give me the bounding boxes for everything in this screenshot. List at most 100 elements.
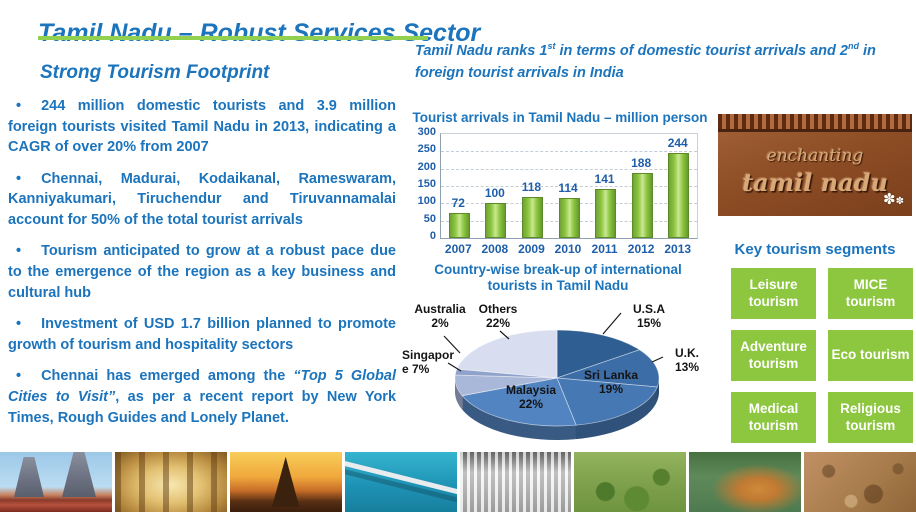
y-axis-tick-label: 200 [417,160,436,173]
segment-box-medical-tourism: Medical tourism [731,392,816,443]
x-axis-tick-label: 2007 [444,242,472,256]
bar-value-label: 114 [558,181,578,196]
section-heading: Strong Tourism Footprint [40,61,270,83]
bar-value-label: 72 [451,196,465,211]
bullet-item: • Chennai, Madurai, Kodaikanal, Rameswara… [8,169,396,231]
pie-chart: Country-wise break-up of international t… [402,262,714,448]
bullet-item: • Investment of USD 1.7 billion planned t… [8,314,396,355]
bullet-icon: • [16,243,22,260]
segment-box-leisure-tourism: Leisure tourism [731,268,816,319]
bar-chart-title: Tourist arrivals in Tamil Nadu – million… [412,110,708,125]
pie-leader-line [651,356,664,363]
bar-chart: Tourist arrivals in Tamil Nadu – million… [410,110,710,258]
bar-value-label: 141 [594,172,615,187]
text-segment: Chennai, Madurai, Kodaikanal, Rameswaram… [8,170,396,228]
pie-label-singapore: Singapore 7% [402,348,455,377]
logo-decorative-border [718,114,912,132]
bar-2012 [631,172,653,238]
text-segment: nd [847,41,859,51]
flower-icon: ✽✽ [883,191,904,208]
x-axis-tick-label: 2012 [627,242,655,256]
stone-relief-carving-photo [804,452,916,512]
pie-slice-u-s-a [556,329,641,379]
pie-leader-line [443,335,461,354]
bar-2007 [448,213,470,238]
pie-label-sri-lanka: Sri Lanka 19% [583,368,639,397]
y-axis-tick-label: 50 [423,212,436,225]
bullet-list: • 244 million domestic tourists and 3.9 m… [8,96,396,439]
pie-label-u-s-a: U.S.A 15% [632,302,665,331]
madurai-temple-towers-photo [0,452,112,512]
bar-value-label: 244 [667,136,688,151]
text-segment: Tourism anticipated to grow at a robust … [8,243,396,301]
bar-value-label: 188 [631,155,652,170]
x-axis-tick-label: 2013 [664,242,692,256]
text-segment: Investment of USD 1.7 billion planned to… [8,316,396,353]
x-axis-tick-label: 2009 [518,242,545,256]
pie-chart-title: Country-wise break-up of international t… [434,262,682,294]
pie-label-u-k-: U.K. 13% [674,346,700,375]
text-segment: , as per a recent report by New York Tim… [8,388,397,426]
bullet-item: • Tourism anticipated to grow at a robust… [8,241,396,303]
page-title: Tamil Nadu – Robust Services Sector [38,18,481,47]
logo-text-tamil-nadu: tamil nadu [742,168,888,197]
y-axis-tick-label: 250 [417,143,436,156]
pie-slice-u-k- [556,349,660,388]
bar-2010 [558,198,580,238]
pie-svg [443,312,664,440]
ranking-statement: Tamil Nadu ranks 1st in terms of domesti… [415,40,915,84]
text-segment: 244 million domestic tourists and 3.9 mi… [8,98,396,156]
x-axis-tick-label: 2008 [481,242,509,256]
text-segment: st [547,41,556,51]
text-segment: in terms of domestic tourist arrivals an… [555,42,848,59]
temple-pillar-corridor-photo [114,452,227,512]
segment-box-eco-tourism: Eco tourism [828,330,913,381]
pie-leader-line [447,362,462,372]
pie-label-malaysia: Malaysia 22% [505,383,557,412]
pie-label-australia: Australia 2% [414,302,466,331]
pamban-bridge-photo [344,452,457,512]
pie-leader-line [602,312,622,335]
bullet-item: • Chennai has emerged among the “Top 5 Gl… [8,366,396,428]
tourism-segments-grid: Leisure tourism MICE tourism Adventure tou… [731,268,913,443]
pie-label-others: Others 22% [478,302,518,331]
pie-slice-sri-lanka [556,377,658,426]
gridline [441,168,697,170]
bar-2008 [485,203,507,238]
x-axis-tick-label: 2010 [554,242,582,256]
x-axis-tick-label: 2011 [591,242,618,256]
bullet-icon: • [16,368,22,385]
ooty-botanical-garden-photo [574,452,687,512]
shore-temple-sunset-photo [229,452,342,512]
bullet-item: • 244 million domestic tourists and 3.9 m… [8,96,396,158]
y-axis-tick-label: 0 [429,230,436,242]
bar-2011 [595,189,617,238]
bullet-icon: • [16,98,22,114]
bar-2013 [668,153,690,238]
bar-value-label: 118 [521,180,542,195]
bullet-icon: • [16,170,22,187]
hogenakkal-waterfall-photo [459,452,572,512]
segment-box-adventure-tourism: Adventure tourism [731,330,816,381]
y-axis-tick-label: 300 [417,126,436,138]
bar-plot-area [440,133,698,239]
bar-value-label: 100 [484,186,505,201]
tiger-in-water-photo [689,452,802,512]
gridline [441,151,697,153]
text-segment: Tamil Nadu ranks 1 [415,42,548,59]
text-segment: in foreign tourist arrivals in India [415,42,876,81]
text-segment: Chennai has emerged among the [41,368,294,385]
bar-2009 [521,197,543,238]
tourism-segments-heading: Key tourism segments [734,241,896,258]
photo-strip [0,452,916,512]
gridline [441,186,697,187]
title-underline [38,36,428,40]
y-axis-tick-label: 150 [417,178,436,190]
pie-leader-line [499,330,510,340]
pie-chart-canvas: U.S.A 15% U.K. 13% Sri Lanka 19% Malaysia 2… [402,300,714,448]
pie-slice-malaysia [461,377,577,427]
segment-box-religious-tourism: Religious tourism [828,392,913,443]
text-segment: “Top 5 Global Cities to Visit” [8,368,396,405]
bullet-icon: • [16,316,22,333]
